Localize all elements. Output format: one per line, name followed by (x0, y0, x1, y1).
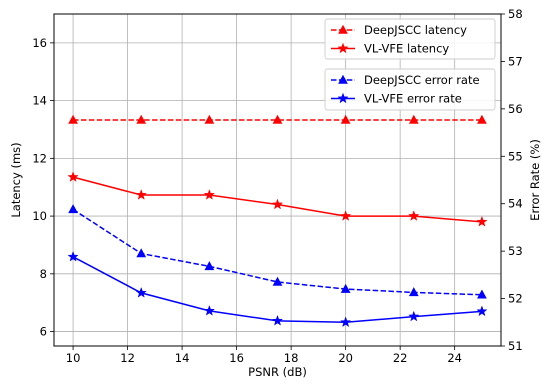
legend-label: VL-VFE latency (364, 42, 449, 56)
y-left-tick-label: 12 (32, 151, 47, 165)
legend-label: DeepJSCC latency (364, 23, 467, 37)
deepjscc-latency-point (204, 114, 215, 124)
y-left-tick-label: 16 (32, 36, 47, 50)
y-left-tick-label: 10 (32, 209, 47, 223)
x-tick-label: 16 (229, 351, 244, 365)
vl-vfe-error-rate-point (67, 250, 79, 262)
legend-box-1: DeepJSCC latency VL-VFE latency (324, 18, 496, 60)
deepjscc-latency-series (68, 114, 487, 124)
x-tick-label: 24 (447, 351, 462, 365)
x-tick-label: 10 (66, 351, 81, 365)
y-right-tick-label: 51 (508, 339, 523, 353)
vl-vfe-error-rate-series (67, 250, 488, 328)
vl-vfe-error-rate-point (339, 316, 352, 328)
vl-vfe-latency-point (203, 189, 216, 200)
x-tick-label: 14 (175, 351, 190, 365)
y-right-tick-label: 53 (508, 244, 523, 258)
legend-label: VL-VFE error rate (364, 92, 462, 106)
y-left-tick-label: 8 (40, 267, 47, 281)
deepjscc-error-rate-point (68, 204, 78, 214)
deepjscc-error-rate-point (408, 287, 419, 297)
x-tick-label: 22 (393, 351, 408, 365)
y-left-tick-label: 14 (32, 94, 47, 108)
deepjscc-error-rate-point (477, 289, 487, 299)
y-axis-right-label: Error Rate (%) (528, 139, 542, 221)
x-tick-label: 20 (338, 351, 353, 365)
vl-vfe-error-rate-point (271, 314, 284, 326)
deepjscc-error-rate-point (272, 276, 283, 286)
vl-vfe-error-rate-point (408, 310, 420, 322)
deepjscc-latency-point (68, 114, 78, 124)
y-right-tick-label: 52 (508, 292, 523, 306)
legend-box-2: DeepJSCC error rate VL-VFE error rate (324, 68, 496, 111)
legend-marker (337, 92, 349, 104)
y-axis-left-label: Latency (ms) (9, 142, 23, 217)
x-tick-label: 18 (284, 351, 299, 365)
deepjscc-error-rate-point (340, 283, 351, 293)
vl-vfe-latency-point (67, 171, 79, 182)
vl-vfe-error-rate-point (203, 304, 216, 316)
plot-frame (53, 13, 502, 347)
vl-vfe-latency-point (408, 210, 420, 221)
legend-label: DeepJSCC error rate (364, 73, 480, 87)
grid-lines (54, 14, 501, 346)
deepjscc-error-rate-point (204, 261, 215, 271)
y-right-tick-label: 55 (508, 149, 523, 163)
deepjscc-error-rate-series (68, 204, 487, 299)
y-right-tick-label: 56 (508, 102, 523, 116)
axes-layer: 10 12 14 16 18 20 22 24 6 8 10 12 14 16 51 52 53 54 55 56 57… (32, 7, 522, 365)
vl-vfe-latency-point (476, 215, 488, 227)
x-axis-label: PSNR (dB) (248, 365, 307, 379)
deepjscc-latency-point (340, 114, 351, 124)
legend-frame (324, 68, 496, 111)
deepjscc-latency-point (136, 114, 147, 124)
legend-marker (338, 24, 348, 34)
vl-vfe-latency-point (271, 198, 284, 210)
vl-vfe-error-rate-point (476, 305, 488, 317)
y-right-tick-label: 57 (508, 54, 523, 68)
deepjscc-latency-point (272, 114, 283, 124)
deepjscc-error-rate-point (136, 248, 147, 258)
vl-vfe-latency-point (135, 189, 147, 200)
legend-marker (337, 42, 349, 54)
y-left-tick-label: 6 (40, 325, 47, 339)
x-tick-label: 12 (120, 351, 135, 365)
vl-vfe-error-rate-point (135, 286, 147, 298)
y-right-tick-label: 54 (508, 197, 523, 211)
deepjscc-latency-point (477, 114, 487, 124)
legend-marker (338, 74, 348, 84)
vl-vfe-latency-series (67, 171, 488, 227)
series-layer (67, 114, 488, 328)
vl-vfe-error-rate-line (72, 256, 482, 324)
deepjscc-latency-point (408, 114, 419, 124)
legends: DeepJSCC latency VL-VFE latency DeepJSCC e… (324, 18, 496, 111)
y-right-tick-label: 58 (508, 7, 523, 21)
vl-vfe-latency-point (339, 210, 352, 221)
legend-frame (324, 18, 496, 60)
